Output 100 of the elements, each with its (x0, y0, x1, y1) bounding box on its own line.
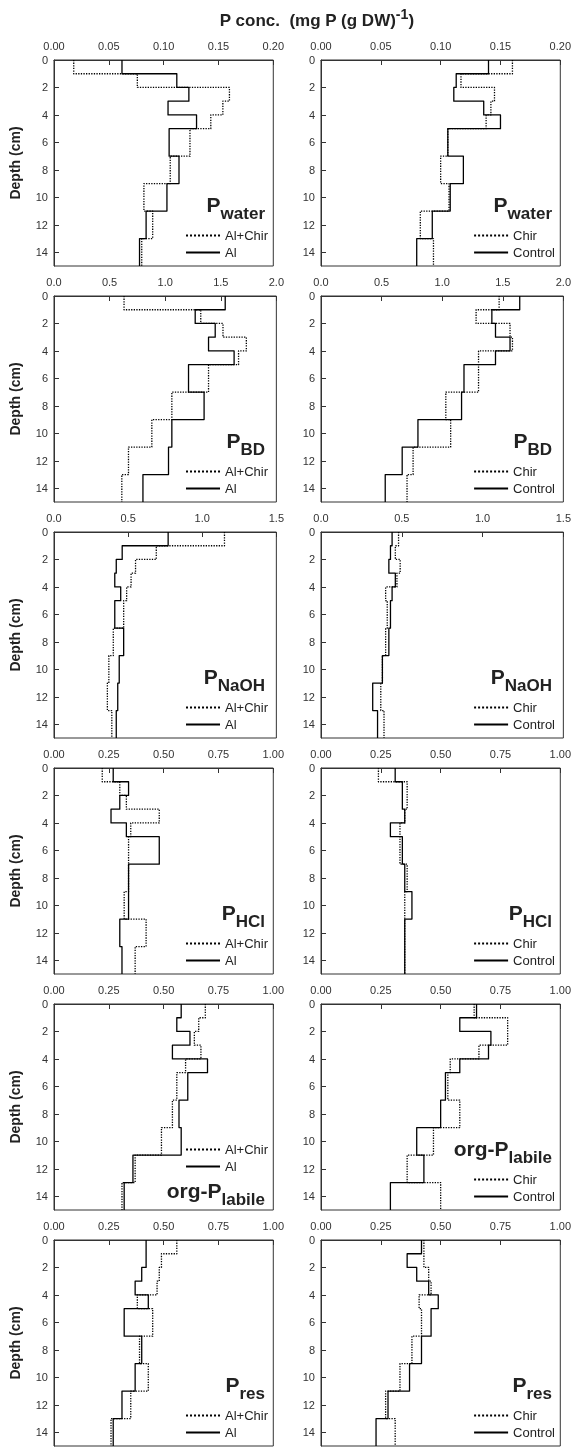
y-tick-label: 2 (308, 1025, 315, 1038)
y-axis-title: Depth (cm) (7, 126, 23, 200)
legend-label: Al (225, 1159, 237, 1174)
x-tick-label: 0.25 (98, 983, 120, 996)
y-tick-label: 0 (308, 290, 315, 302)
y-tick-label: 14 (302, 246, 315, 259)
x-tick-label: 0.0 (313, 275, 329, 288)
y-tick-label: 10 (302, 1135, 315, 1148)
x-tick-label: 1.0 (157, 275, 173, 288)
y-tick-label: 6 (308, 136, 315, 149)
y-tick-label: 12 (302, 1162, 315, 1175)
y-tick-label: 8 (308, 399, 315, 412)
x-tick-label: 0.75 (207, 747, 230, 760)
y-tick-label: 14 (302, 1426, 315, 1439)
y-tick-label: 4 (308, 344, 315, 357)
y-tick-label: 2 (41, 553, 48, 566)
y-tick-label: 2 (41, 789, 48, 802)
y-tick-label: 6 (41, 372, 48, 385)
legend-label: Al (225, 481, 237, 496)
x-tick-label: 0.00 (310, 983, 332, 996)
x-tick-label: 0.50 (152, 1219, 175, 1232)
y-axis-title: Depth (cm) (7, 598, 23, 672)
y-tick-label: 0 (308, 526, 315, 538)
x-tick-label: 1.5 (213, 275, 229, 288)
x-tick-label: 0.50 (152, 983, 175, 996)
y-tick-label: 14 (35, 482, 48, 495)
y-tick-label: 2 (308, 317, 315, 330)
x-tick-label: 0.25 (98, 747, 120, 760)
y-tick-label: 14 (302, 718, 315, 731)
y-tick-label: 4 (308, 108, 315, 121)
y-tick-label: 10 (35, 663, 48, 676)
y-tick-label: 14 (35, 1190, 48, 1203)
x-tick-label: 0.5 (373, 275, 390, 288)
y-tick-label: 0 (41, 762, 48, 774)
x-tick-label: 1.00 (262, 747, 285, 760)
x-tick-label: 0.0 (46, 511, 62, 524)
x-tick-label: 1.00 (262, 983, 285, 996)
y-tick-label: 6 (308, 1080, 315, 1093)
y-tick-label: 8 (41, 163, 48, 176)
x-tick-label: 1.00 (549, 747, 572, 760)
y-tick-label: 6 (41, 136, 48, 149)
x-tick-label: 0.5 (120, 511, 136, 524)
x-tick-label: 1.5 (268, 511, 284, 524)
legend-label: Al+Chir (225, 464, 269, 479)
y-tick-label: 8 (308, 871, 315, 884)
legend-label: Al+Chir (225, 700, 269, 715)
x-tick-label: 1.0 (474, 511, 491, 524)
x-tick-label: 0.50 (152, 747, 175, 760)
x-tick-label: 0.15 (207, 39, 230, 52)
y-tick-label: 14 (302, 954, 315, 967)
legend-label: Chir (513, 1172, 538, 1187)
y-tick-label: 12 (35, 454, 48, 467)
y-tick-label: 4 (308, 1052, 315, 1065)
x-tick-label: 0.00 (43, 747, 65, 760)
y-tick-label: 2 (41, 81, 48, 94)
y-tick-label: 0 (41, 998, 48, 1010)
y-tick-label: 0 (308, 54, 315, 66)
legend-label: Control (513, 1425, 556, 1440)
x-tick-label: 2.0 (268, 275, 284, 288)
legend-label: Control (513, 481, 556, 496)
x-tick-label: 0.00 (310, 747, 332, 760)
x-tick-label: 0.50 (429, 747, 452, 760)
y-tick-label: 10 (302, 191, 315, 204)
y-tick-label: 4 (41, 108, 48, 121)
x-tick-label: 0.75 (207, 1219, 230, 1232)
y-tick-label: 14 (302, 1190, 315, 1203)
y-tick-label: 4 (41, 344, 48, 357)
x-tick-label: 0.50 (429, 1219, 452, 1232)
y-tick-label: 12 (35, 1162, 48, 1175)
y-tick-label: 6 (41, 1080, 48, 1093)
y-tick-label: 4 (41, 816, 48, 829)
y-axis-title: Depth (cm) (7, 1306, 23, 1380)
x-tick-label: 1.0 (194, 511, 210, 524)
x-tick-label: 0.75 (207, 983, 230, 996)
y-tick-label: 4 (308, 1288, 315, 1301)
y-tick-label: 12 (35, 1398, 48, 1411)
x-tick-label: 0.25 (370, 747, 392, 760)
legend-label: Control (513, 717, 556, 732)
y-tick-label: 8 (41, 1343, 48, 1356)
x-tick-label: 0.0 (313, 511, 329, 524)
y-tick-label: 12 (35, 218, 48, 231)
x-tick-label: 1.00 (549, 1219, 572, 1232)
x-tick-label: 0.25 (370, 983, 392, 996)
y-axis-title: Depth (cm) (7, 362, 23, 436)
y-tick-label: 6 (41, 1316, 48, 1329)
y-tick-label: 2 (41, 317, 48, 330)
legend-label: Control (513, 245, 556, 260)
y-tick-label: 12 (302, 690, 315, 703)
y-tick-label: 8 (41, 871, 48, 884)
legend-label: Al (225, 717, 237, 732)
x-tick-label: 1.0 (434, 275, 450, 288)
y-tick-label: 10 (35, 1371, 48, 1384)
x-tick-label: 0.05 (98, 39, 120, 52)
y-tick-label: 8 (308, 163, 315, 176)
y-tick-label: 10 (302, 427, 315, 440)
text: P conc. (mg P (g DW)$^{-1}$) (218, 6, 416, 31)
y-tick-label: 4 (41, 1288, 48, 1301)
x-tick-label: 0.00 (43, 1219, 65, 1232)
y-tick-label: 2 (41, 1025, 48, 1038)
y-tick-label: 12 (302, 1398, 315, 1411)
